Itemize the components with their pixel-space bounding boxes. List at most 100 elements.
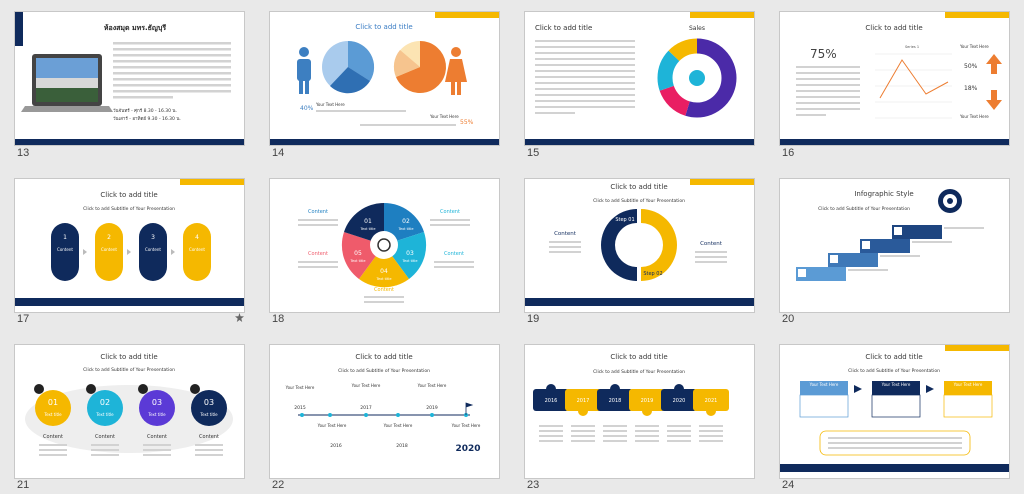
step-label: Text title: [147, 412, 166, 417]
slide-thumbnail[interactable]: Click to add title Sales: [525, 12, 754, 145]
text-line: [360, 124, 456, 126]
text-line: [796, 66, 860, 68]
slide-number: 21: [17, 479, 30, 491]
shape: [943, 394, 993, 418]
water: [36, 88, 98, 102]
year: 2019: [641, 398, 654, 404]
slide: Infographic Style Click to add Subtitle …: [796, 189, 984, 281]
text: Your Text Here: [351, 383, 381, 388]
shape: [657, 38, 737, 118]
shape: [127, 249, 131, 255]
transition-icon[interactable]: [235, 313, 244, 322]
shape: [35, 390, 71, 426]
step-number: 01: [364, 218, 372, 225]
text-line: [603, 430, 627, 432]
chart-grid: [875, 53, 952, 119]
text-line: [113, 54, 231, 57]
text-line: [635, 425, 659, 427]
text-line: [667, 440, 691, 442]
text-line: [143, 444, 171, 446]
step-number: 05: [354, 250, 362, 257]
slide-thumbnail[interactable]: Click to add title 40% Your Text Here Yo…: [270, 12, 499, 145]
text-line: [796, 108, 860, 110]
text-line: [539, 425, 563, 427]
content-label: Content: [95, 434, 115, 440]
slide: Click to add title 75% Series 1 Your Tex…: [780, 12, 1009, 145]
text-line: [912, 241, 952, 243]
stairs: [796, 225, 942, 281]
year: 2018: [396, 443, 408, 449]
slide-thumbnail[interactable]: 01 02 03 04 05 Text title Text title Tex…: [270, 179, 499, 312]
text-line: [39, 444, 67, 446]
slide-thumbnail[interactable]: Click to add title Click to add Subtitle…: [780, 345, 1009, 478]
slide-thumbnail[interactable]: Click to add title Click to add Subtitle…: [15, 179, 244, 312]
body-text: [828, 437, 962, 449]
text-line: [113, 42, 231, 45]
chart-title: Series 1: [905, 45, 919, 49]
text: Your Text Here: [315, 102, 345, 107]
text-line: [944, 227, 984, 229]
text-line: [430, 219, 470, 221]
text-line: [113, 84, 231, 87]
body-text: [796, 66, 860, 116]
slide-thumbnail[interactable]: Click to add title Click to add Subtitle…: [525, 345, 754, 478]
pie: [322, 40, 375, 94]
slide-thumbnail[interactable]: Infographic Style Click to add Subtitle …: [780, 179, 1009, 312]
text-line: [91, 449, 119, 451]
text-line: [298, 266, 338, 268]
text: Your Text Here: [809, 382, 839, 387]
text-line: [91, 454, 119, 456]
slide-title: Click to add title: [100, 353, 157, 361]
accent: [945, 345, 1009, 351]
shape: [86, 384, 96, 394]
pill: 3 Content: [139, 223, 167, 281]
percent: 50%: [964, 63, 978, 70]
text-line: [667, 435, 691, 437]
hours: วันจันทร์ - ศุกร์ 8.30 - 16.30 น.: [113, 107, 177, 114]
content-label: Content: [700, 241, 723, 247]
shape: [674, 384, 684, 394]
shape: [87, 390, 123, 426]
text-line: [316, 110, 406, 112]
slide-thumbnail[interactable]: ห้องสมุด มทร.ธัญบุรี วันจันทร์ - ศุกร์ 8…: [15, 12, 244, 145]
step-label: Text title: [375, 277, 391, 281]
person-icon: [297, 47, 311, 94]
slide-title: Click to add title: [535, 24, 592, 32]
bubble: [34, 384, 71, 426]
shape: [235, 313, 244, 322]
text-line: [113, 90, 231, 93]
text: Your Text Here: [383, 423, 413, 428]
footer-bar: [525, 298, 754, 306]
slide: Click to add title Sales: [525, 12, 754, 145]
text: Your Text Here: [881, 382, 911, 387]
text-line: [113, 60, 231, 63]
footer-bar: [270, 139, 499, 145]
slide-thumbnail[interactable]: Click to add title Click to add Subtitle…: [525, 179, 754, 312]
text-line: [603, 425, 627, 427]
text-line: [549, 241, 581, 243]
step-number: 02: [402, 218, 410, 225]
shape: [299, 78, 303, 94]
person-icon: [445, 47, 467, 95]
building: [36, 78, 98, 88]
text-line: [571, 435, 595, 437]
text-line: [699, 425, 723, 427]
body-text: [539, 425, 723, 442]
text-line: [699, 430, 723, 432]
slide: Click to add title Click to add Subtitle…: [285, 353, 481, 454]
shape: [860, 239, 910, 253]
slide-thumbnail[interactable]: Click to add title Click to add Subtitle…: [270, 345, 499, 478]
text-line: [796, 84, 860, 86]
slide-thumbnail[interactable]: Click to add title Click to add Subtitle…: [15, 345, 244, 478]
text: Your Text Here: [953, 382, 983, 387]
text-line: [113, 66, 231, 69]
slide: 01 02 03 04 05 Text title Text title Tex…: [298, 202, 474, 303]
text-line: [195, 444, 223, 446]
shape: [348, 40, 375, 81]
text-line: [828, 447, 962, 449]
shape: [661, 389, 697, 411]
slide-thumbnail[interactable]: Click to add title 75% Series 1 Your Tex…: [780, 12, 1009, 145]
year: 2019: [426, 405, 438, 411]
shape: [798, 269, 806, 277]
text-line: [39, 454, 67, 456]
